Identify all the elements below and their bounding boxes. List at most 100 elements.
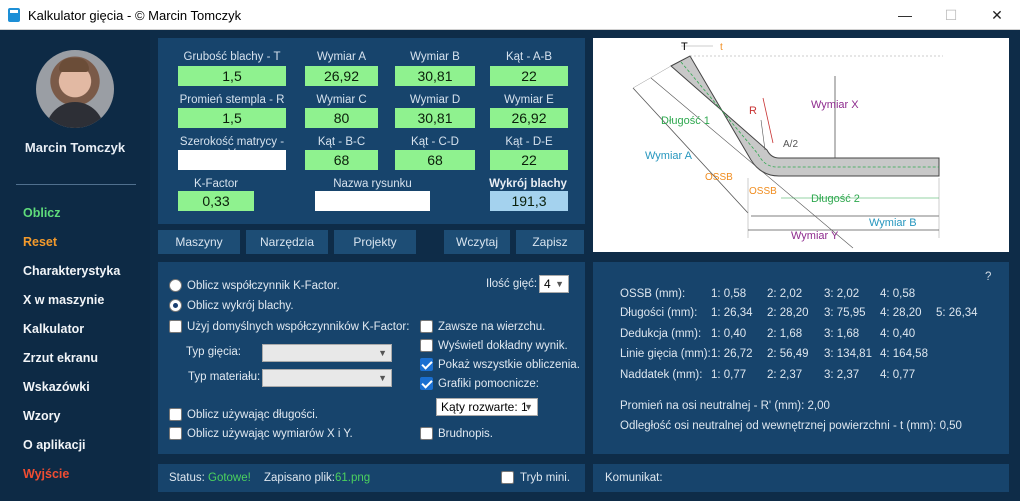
checkbox-grafiki-label: Grafiki pomocnicze: (438, 378, 539, 390)
chevron-down-icon: ▼ (524, 402, 533, 412)
typ-giecia-dropdown: ▼ (262, 344, 392, 362)
wykroj-field: 191,3 (490, 191, 568, 211)
result-row-label: Dedukcja (mm): (620, 328, 702, 340)
checkbox-pokaz[interactable] (420, 358, 433, 371)
status-value: Gotowe! (208, 472, 251, 484)
result-cell: 4: 0,58 (880, 288, 916, 300)
sidebar-item-wyjscie[interactable]: Wyjście (23, 467, 70, 481)
result-cell: 2: 1,68 (767, 328, 803, 340)
wymiar-d-field[interactable]: 30,81 (395, 108, 475, 128)
result-cell: 3: 75,95 (824, 307, 866, 319)
checkbox-dokladny[interactable] (420, 339, 433, 352)
tab-narzedzia[interactable]: Narzędzia (246, 230, 328, 254)
sidebar-item-charakterystyka[interactable]: Charakterystyka (23, 264, 121, 278)
result-cell: 3: 134,81 (824, 348, 872, 360)
sidebar: Marcin Tomczyk Oblicz Reset Charakteryst… (0, 30, 150, 501)
status-bar: Status: Gotowe! Zapisano plik: 61.png Tr… (158, 464, 585, 492)
checkbox-grafiki[interactable] (420, 377, 433, 390)
kfactor-field[interactable]: 0,33 (178, 191, 254, 211)
radio-wykroj[interactable] (169, 299, 182, 312)
checkbox-tryb-mini[interactable] (501, 471, 514, 484)
input-panel: Grubość blachy - T 1,5 Wymiar A 26,92 Wy… (158, 38, 585, 224)
promien-neutral-text: Promień na osi neutralnej - R' (mm): 2,0… (620, 400, 830, 412)
help-icon[interactable]: ? (985, 271, 992, 283)
radio-kfactor[interactable] (169, 279, 182, 292)
result-cell: 1: 0,77 (711, 369, 747, 381)
user-name: Marcin Tomczyk (24, 140, 126, 155)
checkbox-dlugosci-label: Oblicz używając długości. (187, 409, 319, 421)
kat-ab-field[interactable]: 22 (490, 66, 568, 86)
result-row-label: OSSB (mm): (620, 288, 686, 300)
nazwa-rysunku-field[interactable] (315, 191, 430, 211)
wczytaj-button[interactable]: Wczytaj (444, 230, 510, 254)
ilosc-giec-dropdown[interactable]: 4 ▼ (539, 275, 569, 293)
radio-wykroj-label: Oblicz wykrój blachy. (187, 300, 294, 312)
status-label: Status: (169, 472, 205, 484)
minimize-button[interactable]: — (898, 7, 912, 23)
zapisano-label: Zapisano plik: (264, 472, 335, 484)
diagram-label-wymiar-b: Wymiar B (869, 217, 917, 229)
checkbox-dokladny-label: Wyświetl dokładny wynik. (438, 340, 568, 352)
checkbox-tryb-mini-label: Tryb mini. (520, 472, 571, 484)
close-button[interactable]: ✕ (991, 7, 1003, 23)
checkbox-wierzchu-label: Zawsze na wierzchu. (438, 321, 546, 333)
maximize-button: ☐ (944, 7, 958, 23)
result-cell: 1: 26,72 (711, 348, 753, 360)
odleglosc-neutral-text: Odległość osi neutralnej od wewnętrznej … (620, 420, 962, 432)
kat-de-label: Kąt - D-E (505, 136, 553, 148)
tab-projekty[interactable]: Projekty (334, 230, 416, 254)
checkbox-dlugosci[interactable] (169, 408, 182, 421)
sidebar-item-reset[interactable]: Reset (23, 235, 58, 249)
zapisano-value: 61.png (335, 472, 371, 484)
sidebar-item-o-aplikacji[interactable]: O aplikacji (23, 438, 86, 452)
promien-field[interactable]: 1,5 (178, 108, 286, 128)
checkbox-wierzchu[interactable] (420, 320, 433, 333)
kat-bc-label: Kąt - B-C (317, 136, 366, 148)
result-cell: 3: 2,37 (824, 369, 860, 381)
ilosc-giec-label: Ilość gięć: (486, 278, 538, 290)
wymiar-b-field[interactable]: 30,81 (395, 66, 475, 86)
checkbox-xy[interactable] (169, 427, 182, 440)
wymiar-e-field[interactable]: 26,92 (490, 108, 568, 128)
wykroj-label: Wykrój blachy (489, 178, 567, 190)
diagram-label-dlugosc-2: Długość 2 (811, 193, 860, 205)
chevron-down-icon: ▼ (555, 279, 564, 289)
sidebar-item-wzory[interactable]: Wzory (23, 409, 61, 423)
diagram-label-r: R (749, 105, 757, 117)
typ-materialu-label: Typ materiału: (188, 371, 261, 383)
sidebar-item-kalkulator[interactable]: Kalkulator (23, 322, 85, 336)
wymiar-a-label: Wymiar A (316, 51, 367, 63)
wymiar-b-label: Wymiar B (410, 51, 460, 63)
grubosc-field[interactable]: 1,5 (178, 66, 286, 86)
sidebar-item-zrzut-ekranu[interactable]: Zrzut ekranu (23, 351, 99, 365)
zapisz-button[interactable]: Zapisz (516, 230, 584, 254)
diagram-label-t: T (681, 41, 688, 53)
szerokosc-field[interactable] (178, 150, 286, 170)
diagram-label-ossb-2: OSSB (749, 186, 777, 197)
chevron-down-icon: ▼ (378, 348, 387, 358)
checkbox-domyslne[interactable] (169, 320, 182, 333)
kat-bc-field[interactable]: 68 (305, 150, 378, 170)
radio-kfactor-label: Oblicz współczynnik K-Factor. (187, 280, 340, 292)
sidebar-item-oblicz[interactable]: Oblicz (23, 206, 61, 220)
options-panel: Oblicz współczynnik K-Factor. Oblicz wyk… (158, 262, 585, 454)
result-cell: 2: 2,02 (767, 288, 803, 300)
kfactor-label: K-Factor (193, 178, 239, 190)
sidebar-item-wskazowki[interactable]: Wskazówki (23, 380, 90, 394)
kat-ab-label: Kąt - A-B (505, 51, 553, 63)
kat-cd-label: Kąt - C-D (411, 136, 459, 148)
wymiar-a-field[interactable]: 26,92 (305, 66, 378, 86)
grubosc-label: Grubość blachy - T (183, 51, 281, 63)
kat-de-field[interactable]: 22 (490, 150, 568, 170)
kat-cd-field[interactable]: 68 (395, 150, 475, 170)
checkbox-brudnopis[interactable] (420, 427, 433, 440)
sidebar-item-x-w-maszynie[interactable]: X w maszynie (23, 293, 105, 307)
results-panel: ? OSSB (mm): 1: 0,58 2: 2,02 3: 2,02 4: … (593, 262, 1009, 454)
katy-dropdown[interactable]: Kąty rozwarte: 1 ▼ (436, 398, 538, 416)
ilosc-giec-value: 4 (544, 277, 551, 291)
wymiar-c-field[interactable]: 80 (305, 108, 378, 128)
result-row-label: Długości (mm): (620, 307, 698, 319)
tab-maszyny[interactable]: Maszyny (158, 230, 240, 254)
typ-giecia-label: Typ gięcia: (186, 346, 241, 358)
diagram-label-t-small: t (720, 42, 723, 53)
